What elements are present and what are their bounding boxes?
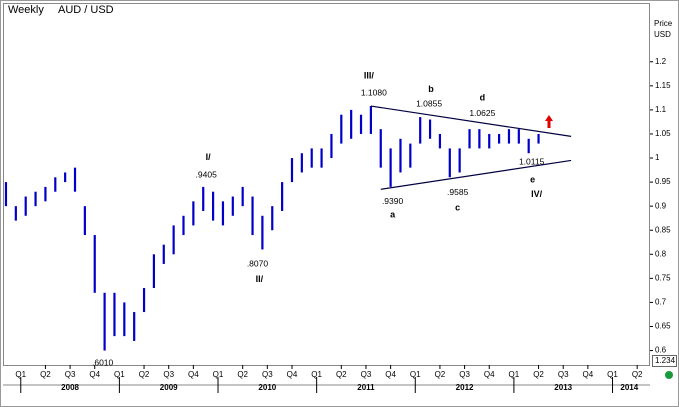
plot-area	[3, 3, 650, 366]
y-tick-label: 0.65	[655, 322, 671, 331]
x-tick-label: Q4	[385, 370, 396, 379]
annotation: .9585	[447, 187, 469, 197]
x-tick-label: Q2	[237, 370, 248, 379]
year-label: 2011	[357, 383, 375, 392]
x-tick-label: Q4	[89, 370, 100, 379]
trendline	[380, 159, 572, 190]
status-dot	[665, 371, 673, 379]
y-axis-label: Price	[654, 19, 673, 28]
y-tick-label: 1.15	[655, 81, 671, 90]
annotation: e	[530, 175, 535, 185]
y-tick-label: 0.95	[655, 177, 671, 186]
year-label: 2013	[554, 383, 572, 392]
x-tick-label: Q4	[188, 370, 199, 379]
x-tick-label: Q1	[15, 370, 26, 379]
x-tick-label: Q4	[287, 370, 298, 379]
x-tick-label: Q4	[583, 370, 594, 379]
y-tick-label: 0.9	[655, 201, 667, 210]
y-tick-label: 1.1	[655, 105, 667, 114]
annotation: 1.0855	[416, 98, 442, 108]
x-tick-label: Q2	[40, 370, 51, 379]
value-box-label: 1.234	[655, 356, 676, 365]
x-tick-label: Q1	[213, 370, 224, 379]
y-tick-label: 0.75	[655, 273, 671, 282]
year-label: 2010	[258, 383, 276, 392]
x-tick-label: Q4	[484, 370, 495, 379]
annotation: II/	[256, 274, 264, 284]
up-arrow	[545, 115, 553, 128]
y-tick-label: 0.8	[655, 249, 667, 258]
x-tick-label: Q1	[311, 370, 322, 379]
x-tick-label: Q3	[558, 370, 569, 379]
x-tick-label: Q2	[336, 370, 347, 379]
annotation: III/	[364, 71, 375, 81]
chart-subtitle: AUD / USD	[58, 4, 114, 16]
y-tick-label: 1	[655, 153, 660, 162]
x-tick-label: Q2	[632, 370, 643, 379]
x-tick-label: Q3	[459, 370, 470, 379]
annotation: .6010	[92, 357, 114, 367]
year-label: 2009	[160, 383, 178, 392]
x-tick-label: Q2	[435, 370, 446, 379]
y-tick-label: 0.6	[655, 346, 667, 355]
x-tick-label: Q1	[509, 370, 520, 379]
chart-layer: 0.6 0.65 0.7 0.75 0.8 0.85 0.9 0.95 1 1.05 1.1 1.15…	[4, 57, 671, 393]
x-tick-label: Q1	[607, 370, 618, 379]
trendline	[370, 105, 572, 137]
annotation: 1.0625	[469, 108, 495, 118]
year-label: 2014	[620, 383, 638, 392]
y-axis-label: USD	[654, 30, 671, 39]
annotation: b	[428, 84, 434, 94]
value-box	[652, 355, 677, 367]
x-tick-label: Q1	[114, 370, 125, 379]
annotation: .9405	[196, 170, 218, 180]
annotation: 1.0115	[519, 157, 545, 167]
annotation: .8070	[247, 259, 269, 269]
x-tick-label: Q3	[65, 370, 76, 379]
annotation: d	[480, 93, 486, 103]
y-tick-label: 0.7	[655, 298, 667, 307]
x-tick-label: Q3	[163, 370, 174, 379]
y-tick-label: 0.85	[655, 225, 671, 234]
x-tick-label: Q1	[410, 370, 421, 379]
year-label: 2008	[61, 383, 79, 392]
chart-title: Weekly	[8, 4, 44, 16]
annotation: 1.1080	[361, 87, 387, 97]
x-tick-label: Q2	[139, 370, 150, 379]
x-tick-label: Q2	[533, 370, 544, 379]
y-tick-label: 1.2	[655, 57, 667, 66]
y-tick-label: 1.05	[655, 129, 671, 138]
annotation: c	[455, 202, 460, 212]
x-tick-label: Q3	[262, 370, 273, 379]
annotation: I/	[206, 152, 212, 162]
annotation: .9390	[382, 196, 404, 206]
annotation: a	[390, 210, 396, 220]
annotation: IV/	[531, 189, 543, 199]
x-tick-label: Q3	[361, 370, 372, 379]
year-label: 2012	[456, 383, 474, 392]
